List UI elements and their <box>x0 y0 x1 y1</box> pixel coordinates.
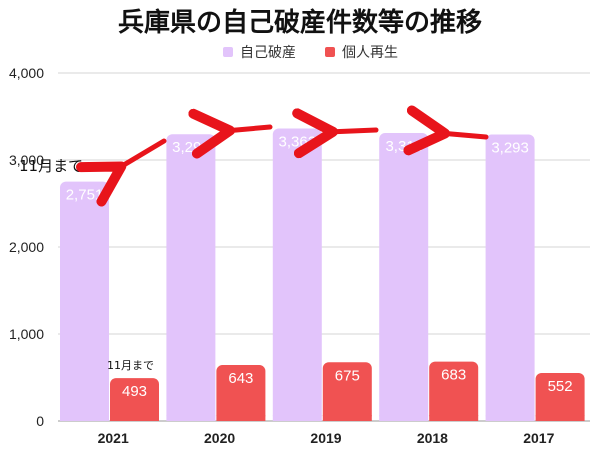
bar-base-bankruptcy-2021 <box>60 415 109 421</box>
arrow-2018 <box>403 105 489 156</box>
data-label-rehabilitation-2020: 643 <box>228 370 253 387</box>
legend-swatch-bankruptcy <box>223 47 233 57</box>
y-axis: 0 1,000 2,000 3,000 4,000 <box>9 65 44 429</box>
trend-arrows <box>75 105 489 207</box>
bar-rehabilitation-2021 <box>110 378 159 421</box>
data-label-rehabilitation-2019: 675 <box>335 367 360 384</box>
y-tick-label: 0 <box>36 413 44 429</box>
annotation-bankruptcy-2021: 11月まで <box>19 157 83 175</box>
y-tick-label: 4,000 <box>9 65 44 81</box>
bar-rehabilitation-2019 <box>322 362 372 421</box>
chart-title: 兵庫県の自己破産件数等の推移 <box>118 7 482 38</box>
x-tick-label: 2020 <box>204 430 235 446</box>
bar-bankruptcy-2020 <box>166 134 216 422</box>
bar-base-rehabilitation-2021 <box>110 415 159 421</box>
legend-label-rehabilitation: 個人再生 <box>342 45 398 61</box>
y-tick-label: 1,000 <box>9 326 44 342</box>
bar-base-bankruptcy-2019 <box>272 415 322 421</box>
bar-base-rehabilitation-2018 <box>429 415 479 421</box>
data-label-bankruptcy-2021: 2,751 <box>66 187 104 204</box>
x-tick-label: 2018 <box>417 430 448 446</box>
bar-bankruptcy-2017 <box>485 134 535 421</box>
data-label-bankruptcy-2019: 3,362 <box>279 134 317 151</box>
legend: 自己破産 個人再生 <box>223 45 398 61</box>
arrow-2020 <box>188 108 273 159</box>
bar-base-bankruptcy-2018 <box>379 415 429 421</box>
legend-swatch-rehabilitation <box>325 47 335 57</box>
data-label-bankruptcy-2020: 3,296 <box>172 139 210 156</box>
bar-rehabilitation-2020 <box>216 365 266 421</box>
annotation-rehabilitation-2021: 11月まで <box>107 359 154 372</box>
bar-base-rehabilitation-2017 <box>535 415 585 421</box>
x-axis: 2021 2020 2019 2018 2017 <box>98 430 555 446</box>
data-label-rehabilitation-2018: 683 <box>441 367 466 384</box>
arrow-2021 <box>75 138 167 207</box>
bar-bankruptcy-2021 <box>60 181 109 421</box>
y-tick-label: 2,000 <box>9 239 44 255</box>
x-tick-label: 2019 <box>310 430 341 446</box>
data-label-rehabilitation-2017: 552 <box>548 378 573 395</box>
bar-bankruptcy-2019 <box>272 128 322 422</box>
x-tick-label: 2021 <box>98 430 129 446</box>
bar-base-bankruptcy-2017 <box>485 415 535 421</box>
bar-rehabilitation-2018 <box>429 361 479 421</box>
bar-base-bankruptcy-2020 <box>166 415 216 421</box>
bar-base-rehabilitation-2019 <box>322 415 372 421</box>
bar-rehabilitation-2017 <box>535 372 585 421</box>
arrow-2019 <box>292 108 379 159</box>
data-label-bankruptcy-2018: 3,311 <box>385 138 421 155</box>
y-tick-label: 3,000 <box>9 152 44 168</box>
bar-base-rehabilitation-2020 <box>216 415 266 421</box>
bar-bankruptcy-2018 <box>379 132 429 421</box>
legend-label-bankruptcy: 自己破産 <box>240 45 296 61</box>
bars: 2,751 493 3,296 643 3,362 675 3,311 683 3,293 552 <box>60 128 585 422</box>
data-label-rehabilitation-2021: 493 <box>122 383 147 400</box>
x-tick-label: 2017 <box>523 430 554 446</box>
data-label-bankruptcy-2017: 3,293 <box>491 140 529 157</box>
